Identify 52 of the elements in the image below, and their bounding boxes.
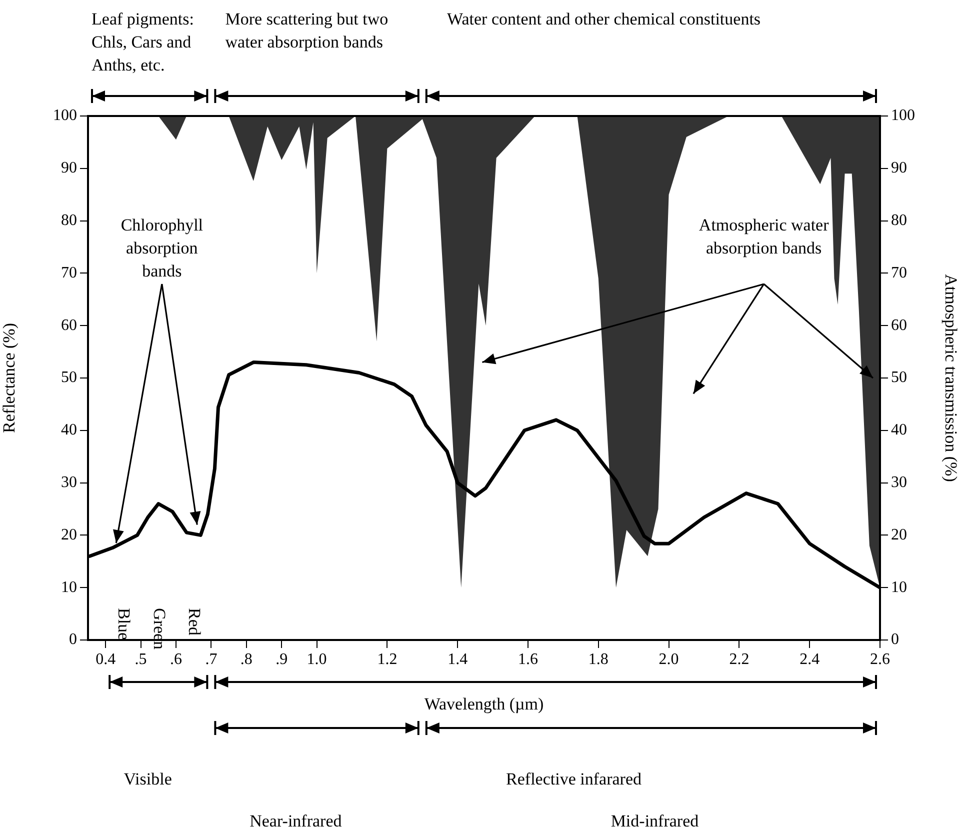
text: Mid-infrared <box>610 811 700 830</box>
annotation: Red <box>185 608 204 636</box>
y-tick-label: 0 <box>69 631 77 648</box>
annotation: Blue <box>114 608 134 640</box>
y-axis-title: Reflectance (%) <box>0 323 19 433</box>
x-tick-label: .9 <box>276 650 288 668</box>
y2-tick-label: 10 <box>891 578 907 596</box>
x-tick-label: .8 <box>240 650 252 668</box>
x-tick-label: 1.6 <box>518 650 538 668</box>
y-tick-label: 90 <box>61 160 77 177</box>
y-tick-label: 20 <box>61 526 77 544</box>
y-tick-label: 100 <box>53 107 77 124</box>
y-tick-label: 60 <box>61 316 77 334</box>
x-axis-title: Wavelength (µm) <box>424 694 544 714</box>
y2-tick-label: 100 <box>891 107 915 124</box>
y2-tick-label: 30 <box>891 474 907 492</box>
y2-tick-label: 50 <box>891 369 907 386</box>
x-tick-label: .6 <box>170 650 182 668</box>
annotation: Green <box>150 608 169 650</box>
x-tick-label: .5 <box>134 650 147 668</box>
y2-tick-label: 90 <box>891 160 907 177</box>
x-tick-label: 2.0 <box>658 650 679 668</box>
x-tick-label: .7 <box>205 650 218 668</box>
y-tick-label: 70 <box>61 264 77 282</box>
annotation: Atmospheric water absorption bands <box>698 216 830 258</box>
x-tick-label: 2.2 <box>729 650 750 668</box>
y-tick-label: 80 <box>61 212 77 230</box>
y2-tick-label: 20 <box>891 526 907 544</box>
x-tick-label: 2.6 <box>870 650 890 668</box>
annotation: Chlorophyll absorption bands <box>120 216 204 281</box>
x-tick-label: 2.4 <box>800 650 820 668</box>
text: Leaf pigments: Chls, Cars and Anths, etc. <box>92 9 194 74</box>
text: Reflective infarared <box>506 769 642 788</box>
y2-tick-label: 40 <box>891 422 907 439</box>
text: Visible <box>124 769 172 788</box>
text: Water content and other chemical constituents <box>447 9 761 28</box>
y2-axis-title: Atmospheric transmission (%) <box>941 274 960 482</box>
y2-tick-label: 70 <box>891 264 907 282</box>
y2-tick-label: 60 <box>891 316 907 334</box>
y2-tick-label: 0 <box>891 631 899 648</box>
text: More scattering but two water absorption bands <box>225 9 388 52</box>
y-tick-label: 30 <box>61 474 77 492</box>
x-tick-label: 1.8 <box>588 650 608 668</box>
x-tick-label: 1.0 <box>306 650 327 668</box>
x-tick-label: 0.4 <box>96 650 116 668</box>
x-tick-label: 1.4 <box>448 650 468 668</box>
y-tick-label: 50 <box>61 369 77 386</box>
y2-tick-label: 80 <box>891 212 907 230</box>
text: Near-infrared <box>250 811 342 830</box>
y-tick-label: 40 <box>61 422 77 439</box>
y-tick-label: 10 <box>61 578 77 596</box>
x-tick-label: 1.2 <box>377 650 398 668</box>
